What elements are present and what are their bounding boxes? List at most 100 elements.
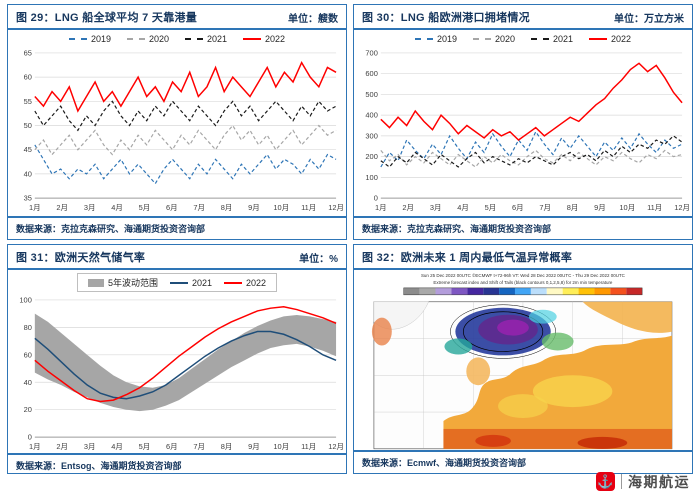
svg-text:400: 400 (365, 111, 377, 120)
svg-text:9月: 9月 (594, 203, 606, 212)
svg-text:6月: 6月 (512, 203, 524, 212)
svg-text:4月: 4月 (457, 203, 469, 212)
chart-legend: 5年波动范围 2021 2022 (76, 273, 278, 292)
svg-text:10月: 10月 (619, 203, 635, 212)
legend-sample (589, 38, 608, 40)
legend-item: 5年波动范围 (87, 276, 158, 289)
svg-text:6月: 6月 (166, 442, 178, 451)
legend-item: 2021 (185, 34, 227, 44)
svg-text:12月: 12月 (674, 203, 690, 212)
svg-text:45: 45 (24, 145, 32, 154)
svg-text:300: 300 (365, 131, 377, 140)
svg-text:4月: 4月 (111, 442, 123, 451)
data-source: 数据来源：Entsog、海通期货投资咨询部 (8, 453, 346, 476)
logo-divider (621, 474, 622, 489)
svg-text:4月: 4月 (111, 203, 123, 212)
svg-text:3月: 3月 (84, 203, 96, 212)
panel-header: 图 31：欧洲天然气储气率 单位：% (8, 245, 346, 270)
legend-item: 2020 (126, 34, 169, 44)
map-land-scandinavia (582, 301, 673, 333)
svg-text:500: 500 (365, 90, 377, 99)
brand-logo-anchor-icon: ⚓ (596, 472, 615, 491)
svg-text:20: 20 (24, 405, 32, 414)
svg-text:6月: 6月 (166, 203, 178, 212)
legend-item: 2021 (169, 278, 212, 288)
legend-sample (126, 38, 145, 40)
svg-text:200: 200 (365, 152, 377, 161)
chart-panel-fig30: 图 30：LNG 船欧洲港口拥堵情况 单位：万立方米 2019 2020 2021 2… (353, 4, 693, 240)
line-chart-global-port-calls: 35 40 45 50 55 60 65 1月 2月 3月 4月 5月 6月 7月 8月 9月 10月 11月 12… (24, 48, 344, 212)
legend-sample (68, 38, 87, 40)
legend-item: 2019 (68, 34, 111, 44)
data-source: 数据来源：克拉克森研究、海通期货投资咨询部 (8, 216, 346, 239)
panel-header: 图 30：LNG 船欧洲港口拥堵情况 单位：万立方米 (354, 5, 692, 30)
svg-text:35: 35 (24, 194, 32, 203)
figure-title: 图 30：LNG 船欧洲港口拥堵情况 (362, 9, 530, 25)
svg-text:2月: 2月 (402, 203, 414, 212)
svg-text:10月: 10月 (273, 203, 289, 212)
legend-label: 2022 (246, 277, 267, 288)
panel-header: 图 29：LNG 船全球平均 7 天靠港量 单位：艘数 (8, 5, 346, 30)
chart-panel-fig29: 图 29：LNG 船全球平均 7 天靠港量 单位：艘数 2019 2020 2021… (7, 4, 347, 240)
map-region (371, 301, 673, 450)
figure-caption: 欧洲天然气储气率 (54, 252, 146, 264)
ecmwf-temperature-anomaly-map: Sun 25 Dec 2022 00UTC ©ECMWF t+72-96h VT… (371, 272, 673, 450)
svg-text:9月: 9月 (248, 442, 260, 451)
svg-text:40: 40 (24, 378, 32, 387)
chart-panel-fig32: 图 32：欧洲未来 1 周内最低气温异常概率 Sun 25 Dec 2022 0… (353, 244, 693, 474)
legend-sample (531, 38, 549, 40)
svg-text:7月: 7月 (539, 203, 551, 212)
svg-text:8月: 8月 (567, 203, 579, 212)
map-land-uk (466, 357, 491, 386)
chart-legend: 2019 2020 2021 2022 (354, 30, 692, 45)
legend-item: 2022 (243, 34, 285, 44)
legend-label: 2021 (207, 34, 228, 44)
unit-label: 单位：艘数 (288, 13, 338, 25)
figure-title: 图 31：欧洲天然气储气率 (16, 249, 145, 265)
svg-text:60: 60 (24, 73, 32, 82)
svg-text:50: 50 (24, 121, 32, 130)
svg-text:5月: 5月 (139, 203, 151, 212)
line-chart-europe-port-congestion: 0 100 200 300 400 500 600 700 1月 2月 3月 4月 5月 6月 7月 8月 9月… (365, 48, 690, 212)
chart-panel-fig31: 图 31：欧洲天然气储气率 单位：% 5年波动范围 2021 2022 0 20 40 6… (7, 244, 347, 474)
legend-sample (185, 38, 203, 40)
svg-text:1月: 1月 (375, 203, 387, 212)
svg-text:8月: 8月 (221, 442, 233, 451)
figure-number: 图 31： (16, 252, 55, 264)
legend-item: 2022 (224, 278, 266, 288)
figure-title: 图 32：欧洲未来 1 周内最低气温异常概率 (362, 249, 572, 265)
weather-map-container: Sun 25 Dec 2022 00UTC ©ECMWF t+72-96h VT… (354, 270, 692, 450)
svg-text:11月: 11月 (301, 203, 316, 212)
svg-text:2月: 2月 (56, 442, 68, 451)
legend-sample (224, 281, 242, 284)
svg-text:1月: 1月 (29, 203, 41, 212)
map-colorbar (403, 287, 643, 296)
figure-caption: LNG 船欧洲港口拥堵情况 (400, 12, 530, 24)
svg-text:3月: 3月 (84, 442, 96, 451)
svg-text:2月: 2月 (56, 203, 68, 212)
svg-text:5月: 5月 (139, 442, 151, 451)
chart-legend: 2019 2020 2021 2022 (8, 30, 346, 45)
svg-text:100: 100 (19, 295, 31, 304)
legend-label: 5年波动范围 (107, 278, 158, 288)
svg-text:12月: 12月 (328, 442, 344, 451)
svg-text:40: 40 (24, 169, 32, 178)
svg-text:600: 600 (365, 69, 377, 78)
legend-label: 2019 (436, 34, 457, 44)
svg-text:11月: 11月 (301, 442, 316, 451)
legend-sample (87, 278, 104, 287)
panel-header: 图 32：欧洲未来 1 周内最低气温异常概率 (354, 245, 692, 270)
legend-sample (472, 38, 491, 40)
figure-title: 图 29：LNG 船全球平均 7 天靠港量 (16, 9, 197, 25)
legend-item: 2020 (472, 34, 515, 44)
legend-sample (243, 38, 262, 40)
legend-label: 2021 (553, 34, 574, 44)
brand-logo-text: 海期航运 (628, 473, 690, 490)
legend-sample (169, 281, 188, 284)
legend-label: 2020 (494, 34, 515, 44)
brand-logo: ⚓ 海期航运 (596, 471, 690, 492)
svg-text:7月: 7月 (193, 442, 205, 451)
figure-number: 图 32： (362, 252, 401, 264)
map-header-line1: Sun 25 Dec 2022 00UTC ©ECMWF t+72-96h VT… (421, 272, 626, 278)
